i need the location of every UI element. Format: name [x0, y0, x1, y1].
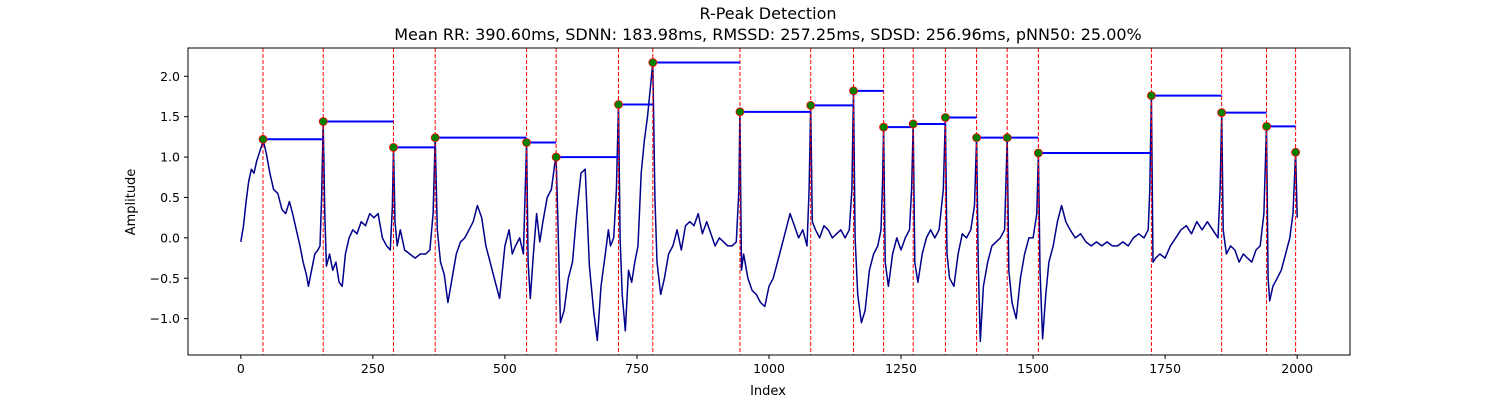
y-axis-label: Amplitude: [124, 169, 139, 236]
x-tick-label-1500: 1500: [1017, 361, 1049, 376]
y-axis: −1.0 −0.5 0.0 0.5 1.0 1.5 2.0: [150, 69, 188, 326]
y-tick-label-2: 2.0: [160, 69, 180, 84]
series-layer: [240, 48, 1300, 355]
peak-marker-18: [1217, 108, 1227, 118]
peak-marker-4: [522, 138, 531, 147]
peak-marker-19: [1262, 121, 1271, 131]
peak-marker-15: [1002, 133, 1012, 143]
y-tick-label-0: 0.0: [160, 230, 180, 245]
peak-marker-10: [849, 86, 858, 96]
peak-marker-1: [318, 117, 328, 126]
x-tick-label-500: 500: [493, 361, 517, 376]
peak-marker-20: [1291, 147, 1300, 157]
x-tick-label-1250: 1250: [885, 361, 917, 376]
peak-marker-12: [908, 119, 918, 129]
peak-marker-16: [1033, 148, 1043, 158]
axes-frame: [187, 47, 1351, 356]
peak-marker-3: [430, 133, 440, 143]
peak-marker-2: [389, 142, 398, 152]
peak-marker-14: [972, 133, 981, 143]
peak-marker-11: [879, 122, 889, 132]
plot-area: [240, 48, 1300, 355]
chart-title: R-Peak Detection: [699, 4, 836, 23]
y-tick-label-0.5: 0.5: [160, 190, 180, 205]
y-tick-label--1: −1.0: [150, 311, 180, 326]
x-tick-label-0: 0: [237, 361, 245, 376]
x-tick-label-1000: 1000: [753, 361, 785, 376]
y-tick-label--0.5: −0.5: [150, 271, 180, 286]
x-tick-label-750: 750: [625, 361, 649, 376]
peak-marker-8: [735, 107, 745, 117]
peak-marker-17: [1147, 91, 1156, 101]
peak-marker-9: [806, 100, 816, 110]
peak-marker-6: [614, 100, 623, 109]
y-tick-label-1.5: 1.5: [160, 109, 180, 124]
x-tick-label-250: 250: [361, 361, 385, 376]
x-tick-label-1750: 1750: [1149, 361, 1181, 376]
peak-marker-5: [551, 152, 561, 162]
peak-marker-7: [648, 58, 658, 67]
chart-subtitle: Mean RR: 390.60ms, SDNN: 183.98ms, RMSSD…: [394, 25, 1142, 44]
x-tick-label-2000: 2000: [1281, 361, 1313, 376]
y-tick-label-1: 1.0: [160, 150, 180, 165]
x-axis-label: Index: [750, 384, 786, 399]
signal-line: [240, 61, 1298, 343]
peak-marker-13: [941, 113, 950, 122]
peak-marker-0: [258, 134, 268, 144]
x-axis: 0 250 500 750 1000 1250 1500 1750 2000: [237, 355, 1313, 376]
